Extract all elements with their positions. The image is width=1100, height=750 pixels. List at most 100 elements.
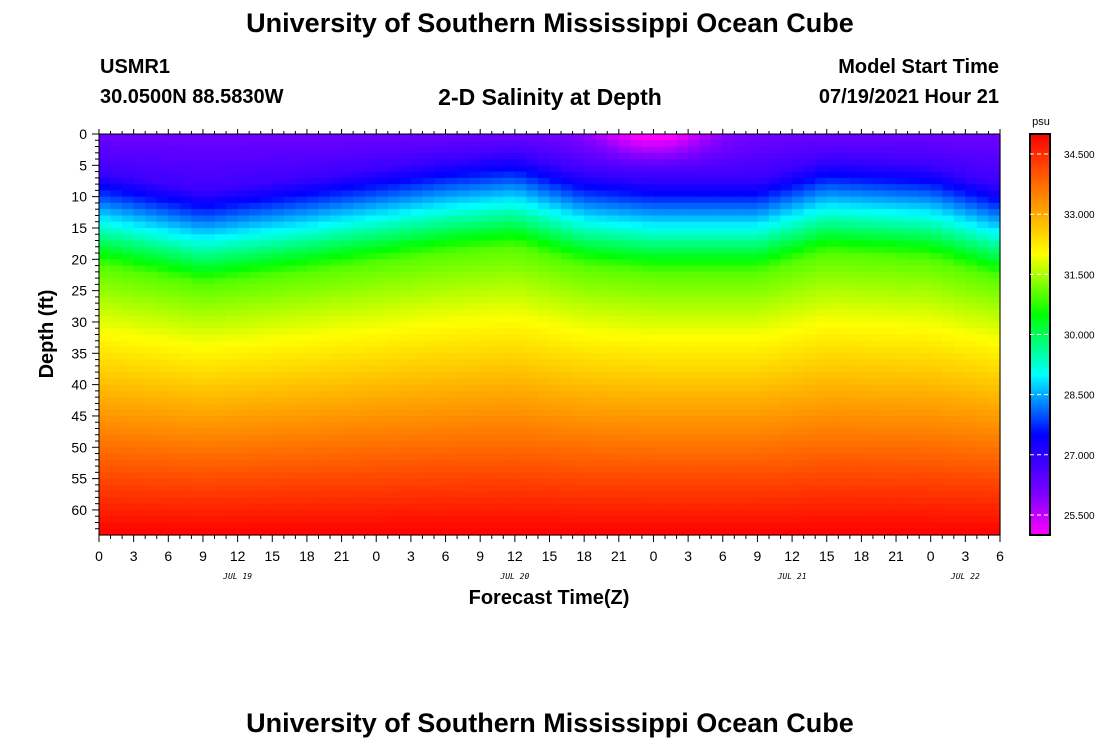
heatmap-cell (618, 409, 631, 417)
heatmap-cell (457, 259, 470, 267)
heatmap-cell (780, 522, 793, 530)
heatmap-cell (422, 390, 435, 398)
heatmap-cell (341, 177, 354, 185)
heatmap-cell (676, 303, 689, 311)
heatmap-cell (884, 459, 897, 467)
heatmap-cell (202, 140, 216, 148)
heatmap-cell (745, 403, 759, 411)
heatmap-cell (526, 159, 539, 166)
heatmap-cell (376, 503, 389, 511)
heatmap-cell (237, 459, 250, 467)
heatmap-cell (318, 478, 331, 486)
heatmap-cell (376, 428, 389, 436)
heatmap-cell (410, 409, 424, 417)
heatmap-cell (907, 484, 920, 492)
heatmap-cell (711, 397, 724, 405)
heatmap-cell (676, 171, 689, 179)
heatmap-cell (526, 221, 539, 229)
heatmap-cell (711, 215, 724, 223)
heatmap-cell (272, 459, 285, 467)
heatmap-cell (503, 491, 516, 499)
heatmap-cell (561, 209, 574, 217)
heatmap-cell (803, 221, 816, 229)
heatmap-cell (399, 309, 412, 317)
heatmap-cell (306, 321, 320, 329)
heatmap-cell (722, 378, 735, 386)
heatmap-cell (514, 215, 527, 223)
heatmap-cell (179, 447, 193, 455)
heatmap-cell (214, 347, 227, 354)
heatmap-cell (249, 491, 262, 499)
heatmap-cell (353, 390, 366, 398)
heatmap-cell (919, 415, 932, 423)
heatmap-cell (884, 528, 897, 536)
heatmap-cell (965, 253, 978, 260)
heatmap-cell (988, 315, 1001, 323)
heatmap-cell (826, 209, 839, 217)
heatmap-cell (214, 152, 227, 160)
heatmap-cell (179, 296, 193, 304)
heatmap-cell (422, 146, 435, 154)
heatmap-cell (699, 384, 712, 392)
heatmap-cell (907, 309, 920, 317)
heatmap-cell (110, 271, 123, 279)
heatmap-cell (526, 484, 539, 492)
heatmap-cell (792, 196, 805, 204)
heatmap-cell (122, 484, 135, 492)
heatmap-cell (330, 134, 343, 141)
heatmap-cell (665, 365, 678, 373)
heatmap-cell (584, 409, 597, 417)
heatmap-cells (99, 134, 1001, 536)
heatmap-cell (110, 321, 123, 329)
heatmap-cell (514, 284, 527, 292)
heatmap-cell (595, 378, 608, 386)
heatmap-cell (133, 152, 146, 160)
heatmap-cell (953, 447, 966, 455)
heatmap-cell (653, 503, 666, 511)
heatmap-cell (133, 347, 146, 354)
heatmap-cell (584, 441, 597, 448)
heatmap-cell (330, 171, 343, 179)
heatmap-cell (468, 171, 481, 179)
heatmap-cell (826, 447, 839, 455)
heatmap-cell (387, 278, 400, 285)
heatmap-cell (399, 415, 412, 423)
heatmap-cell (318, 240, 331, 248)
heatmap-cell (665, 353, 678, 361)
heatmap-cell (815, 447, 828, 455)
heatmap-cell (630, 509, 643, 517)
heatmap-cell (376, 221, 389, 229)
heatmap-cell (711, 278, 724, 285)
heatmap-cell (722, 503, 735, 511)
heatmap-cell (422, 359, 435, 367)
heatmap-cell (699, 190, 712, 198)
heatmap-cell (226, 221, 239, 229)
heatmap-cell (872, 177, 886, 185)
heatmap-cell (306, 190, 320, 198)
heatmap-cell (237, 447, 250, 455)
heatmap-cell (202, 403, 216, 411)
heatmap-cell (618, 265, 631, 273)
heatmap-cell (803, 315, 816, 323)
heatmap-cell (896, 321, 909, 329)
heatmap-cell (722, 334, 735, 342)
heatmap-cell (433, 152, 447, 160)
heatmap-cell (792, 528, 805, 536)
heatmap-cell (491, 321, 504, 329)
heatmap-cell (491, 334, 504, 342)
heatmap-cell (826, 284, 839, 292)
heatmap-cell (780, 478, 793, 486)
heatmap-cell (838, 459, 851, 467)
heatmap-cell (376, 253, 389, 260)
heatmap-cell (561, 134, 574, 141)
heatmap-cell (768, 146, 782, 154)
heatmap-cell (249, 315, 262, 323)
heatmap-cell (226, 528, 239, 536)
heatmap-cell (260, 353, 273, 361)
heatmap-cell (353, 397, 366, 405)
heatmap-cell (630, 246, 643, 254)
heatmap-cell (641, 334, 655, 342)
heatmap-cell (387, 503, 400, 511)
heatmap-cell (976, 340, 990, 348)
heatmap-cell (330, 347, 343, 354)
